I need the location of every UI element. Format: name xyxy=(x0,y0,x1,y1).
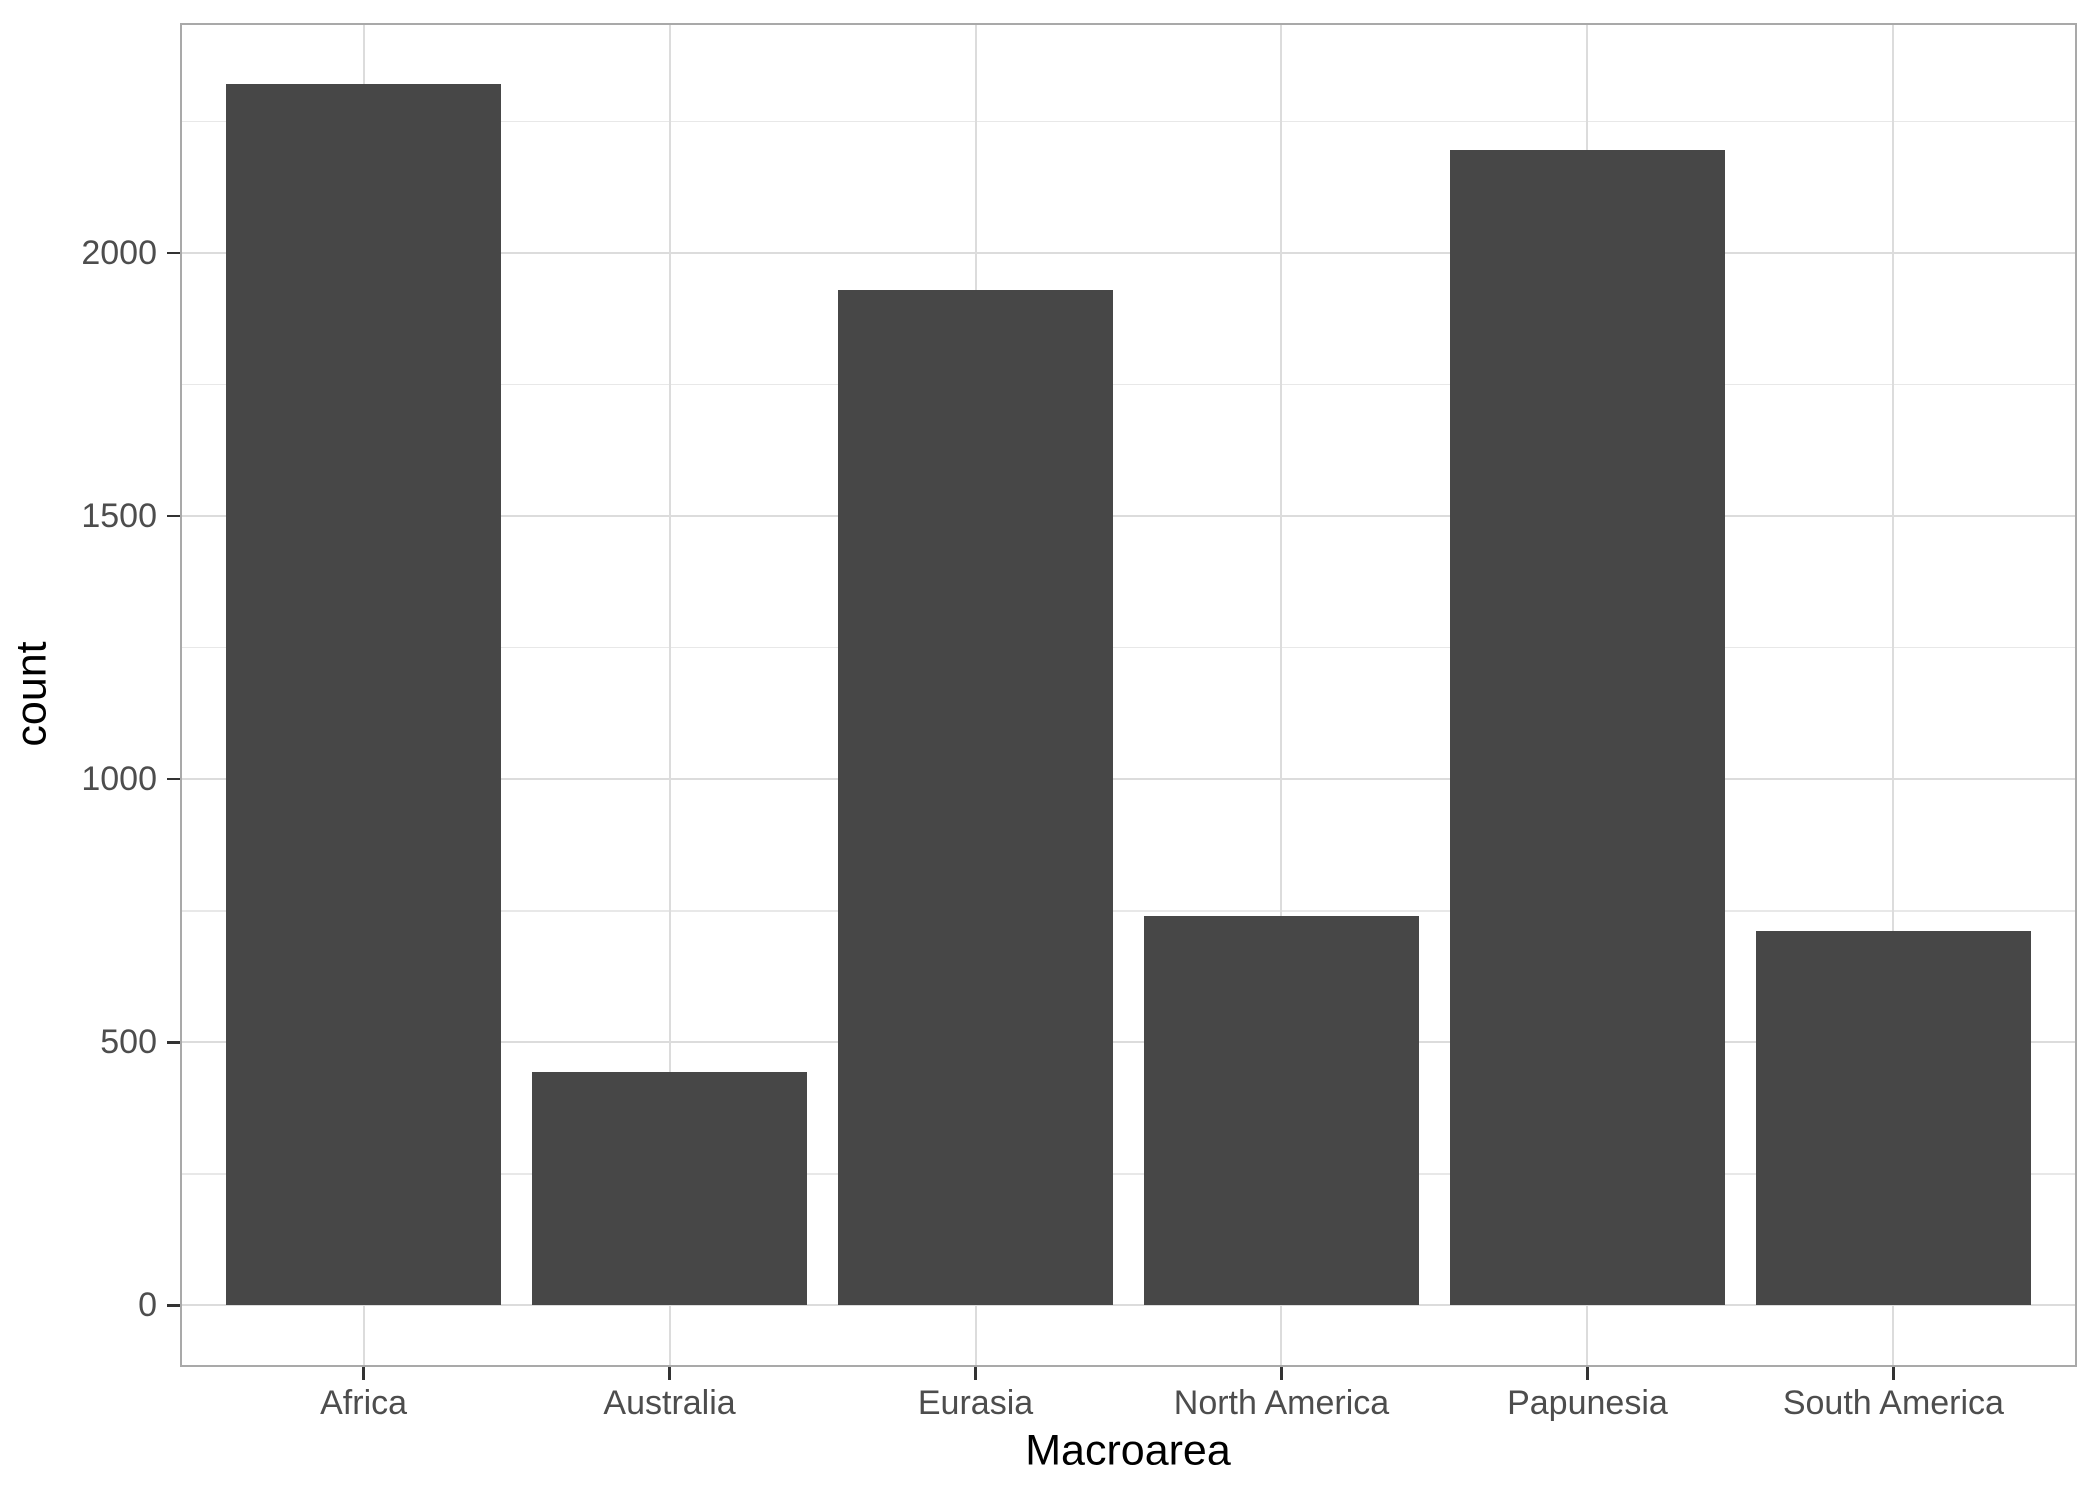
bar-north-america xyxy=(1143,916,1420,1306)
gridline-major xyxy=(180,1041,2077,1044)
bar-south-america xyxy=(1755,930,2032,1306)
y-axis-title: count xyxy=(7,641,56,747)
gridline-vertical-north-america xyxy=(1280,23,1283,1367)
y-axis-tick xyxy=(167,251,180,255)
x-tick-label-australia: Australia xyxy=(603,1384,736,1422)
y-tick-label: 0 xyxy=(138,1286,157,1325)
gridline-minor xyxy=(180,1173,2077,1175)
y-tick-label: 2000 xyxy=(81,233,157,272)
y-axis-tick xyxy=(167,1041,180,1044)
x-tick-label-eurasia: Eurasia xyxy=(917,1384,1034,1422)
y-tick-label: 1000 xyxy=(81,760,157,799)
gridline-minor xyxy=(180,120,2077,123)
y-tick-label: 1500 xyxy=(81,497,157,536)
y-axis-tick xyxy=(167,777,180,781)
y-axis-tick xyxy=(167,1304,180,1307)
gridline-minor xyxy=(180,383,2077,386)
gridline-vertical-south-america xyxy=(1892,23,1895,1367)
x-axis-tick xyxy=(668,1366,671,1380)
x-tick-label-papunesia: Papunesia xyxy=(1507,1384,1668,1422)
gridline-major xyxy=(180,778,2077,781)
x-tick-label-africa: Africa xyxy=(320,1384,408,1422)
x-axis-tick xyxy=(1892,1366,1895,1380)
x-tick-label-south-america: South America xyxy=(1782,1384,2004,1422)
x-tick-label-north-america: North America xyxy=(1173,1384,1390,1422)
plot-panel xyxy=(180,23,2077,1367)
gridline-minor xyxy=(180,910,2077,912)
x-axis-title: Macroarea xyxy=(1025,1426,1231,1475)
x-axis-tick xyxy=(362,1366,365,1380)
bar-eurasia xyxy=(837,289,1114,1306)
x-axis-tick xyxy=(1586,1366,1589,1380)
x-axis-tick xyxy=(974,1366,977,1380)
gridline-major xyxy=(180,1304,2077,1307)
bar-australia xyxy=(531,1072,808,1306)
gridline-major xyxy=(180,251,2077,254)
y-tick-label: 500 xyxy=(100,1023,157,1062)
bar-africa xyxy=(225,83,502,1306)
gridline-vertical-australia xyxy=(668,23,671,1367)
gridline-minor xyxy=(180,646,2077,649)
bar-papunesia xyxy=(1449,150,1726,1306)
y-axis-tick xyxy=(167,514,180,518)
gridline-major xyxy=(180,515,2077,518)
x-axis-tick xyxy=(1280,1366,1283,1380)
